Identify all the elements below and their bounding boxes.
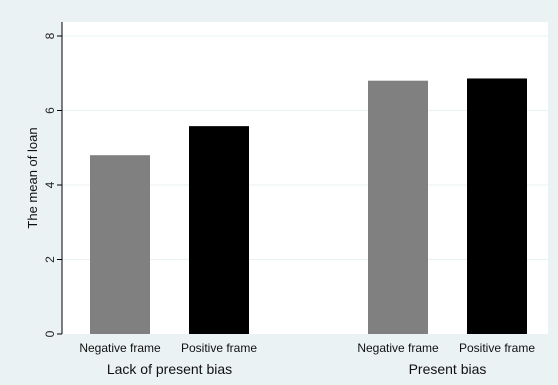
y-axis-title: The mean of loan [25,127,40,228]
y-tick-label: 2 [43,256,57,263]
bar-label: Positive frame [181,341,257,355]
bar [368,80,428,334]
bar [189,126,249,335]
y-tick-label: 8 [43,32,57,39]
bar-label: Negative frame [357,341,439,355]
bar [90,155,150,334]
y-tick-label: 0 [43,330,57,337]
y-axis-ticks: 0 2 4 6 8 [43,32,62,337]
category-labels: Negative frame Positive frame Lack of pres… [79,341,535,377]
y-tick-label: 4 [43,181,57,188]
bar [467,78,527,334]
bar-label: Positive frame [459,341,535,355]
y-tick-label: 6 [43,107,57,114]
group-label: Present bias [409,361,487,377]
group-label: Lack of present bias [107,361,232,377]
bar-label: Negative frame [79,341,161,355]
bars [90,78,527,335]
